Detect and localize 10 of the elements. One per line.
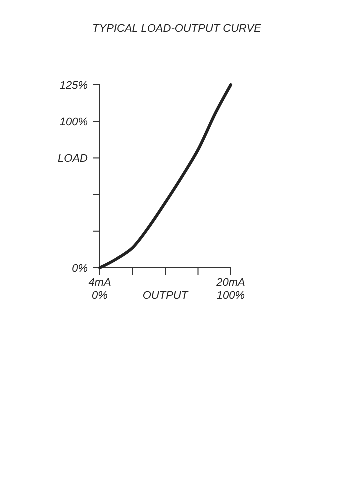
x-tick-label: 20mA — [216, 277, 246, 289]
y-tick-label: 100% — [60, 116, 88, 128]
x-tick-label: 4mA — [88, 277, 112, 289]
x2-tick-label: 100% — [216, 290, 246, 302]
y-axis-title: LOAD — [58, 153, 88, 166]
y-tick-label: 125% — [60, 80, 88, 92]
x-axis-title: OUTPUT — [142, 290, 190, 302]
x2-tick-label: 0% — [92, 290, 108, 302]
chart-title: TYPICAL LOAD-OUTPUT CURVE — [92, 23, 262, 35]
y-tick-label: 0% — [72, 262, 88, 275]
